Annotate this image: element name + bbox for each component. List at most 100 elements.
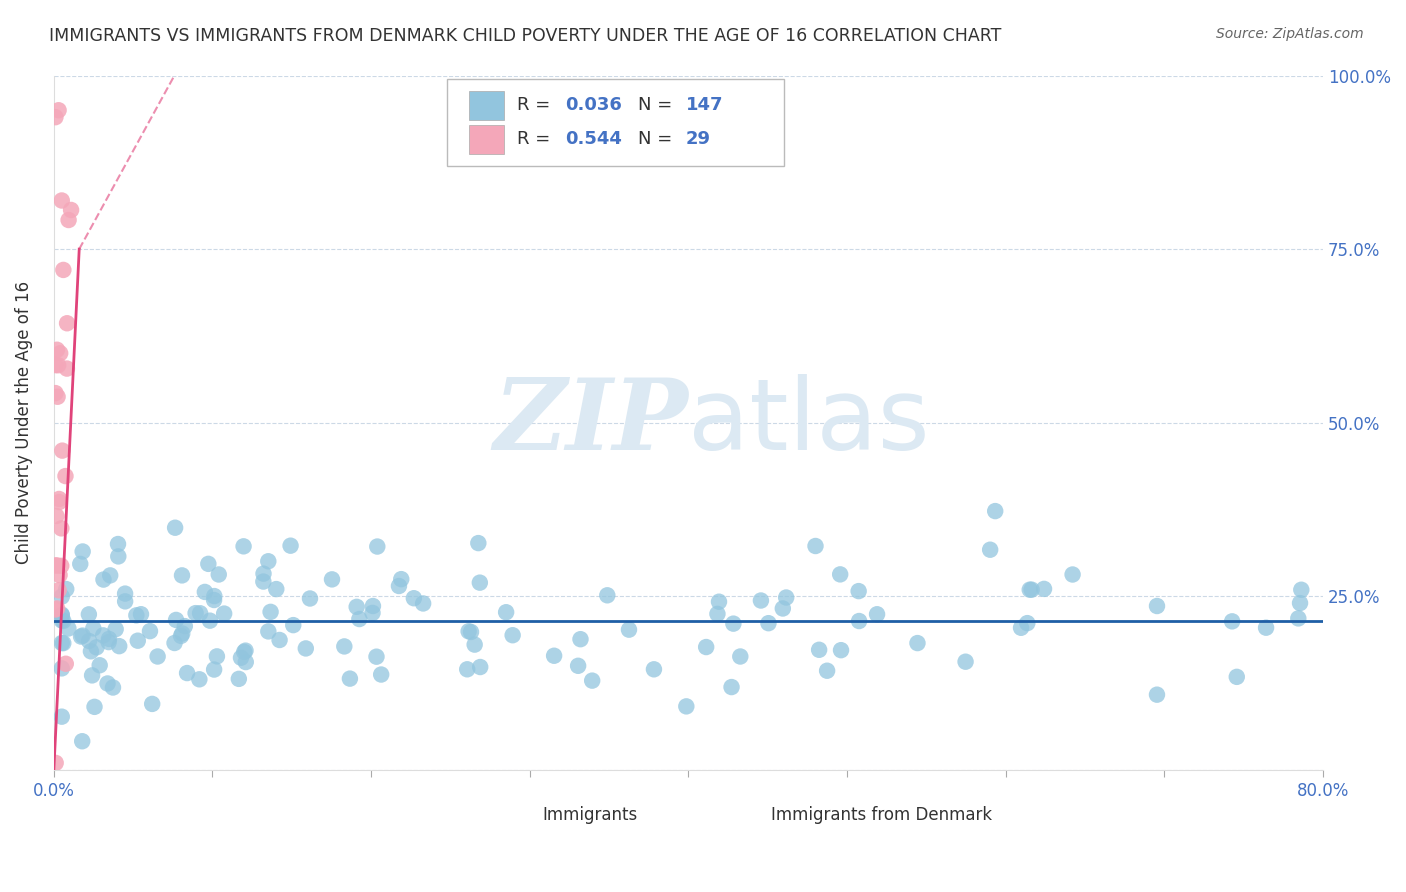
Point xyxy=(51,709,73,723)
Point xyxy=(51,558,73,573)
Point xyxy=(51,636,73,650)
Text: Immigrants from Denmark: Immigrants from Denmark xyxy=(770,806,993,824)
Point xyxy=(467,536,489,550)
Point xyxy=(44,110,66,124)
Point xyxy=(45,508,67,523)
Point xyxy=(51,661,73,675)
Point xyxy=(259,605,281,619)
Point xyxy=(44,358,66,372)
Point xyxy=(866,607,889,622)
Point xyxy=(51,590,73,604)
Point xyxy=(235,643,257,657)
Point xyxy=(70,630,93,644)
Point xyxy=(389,572,412,586)
Point xyxy=(58,622,80,636)
Text: 0.544: 0.544 xyxy=(565,130,623,148)
Point xyxy=(51,607,73,622)
Point xyxy=(1017,616,1039,631)
Point xyxy=(349,612,371,626)
Point xyxy=(955,655,977,669)
Text: N =: N = xyxy=(638,96,678,114)
Point xyxy=(96,676,118,690)
FancyBboxPatch shape xyxy=(468,125,505,154)
Point xyxy=(1286,611,1309,625)
Point xyxy=(198,614,221,628)
Text: Source: ZipAtlas.com: Source: ZipAtlas.com xyxy=(1216,27,1364,41)
Point xyxy=(197,557,219,571)
Point xyxy=(173,619,195,633)
Point xyxy=(1021,582,1043,597)
FancyBboxPatch shape xyxy=(447,79,783,166)
Point xyxy=(233,645,256,659)
Point xyxy=(464,638,486,652)
Point xyxy=(194,585,217,599)
Text: 0.036: 0.036 xyxy=(565,96,623,114)
Point xyxy=(125,608,148,623)
Point xyxy=(55,657,77,671)
Point xyxy=(44,386,66,401)
Point xyxy=(49,346,72,360)
Point xyxy=(1146,688,1168,702)
Point xyxy=(252,566,274,581)
Point xyxy=(830,567,852,582)
Point xyxy=(70,734,93,748)
FancyBboxPatch shape xyxy=(468,91,505,120)
Point xyxy=(48,103,70,118)
Text: 29: 29 xyxy=(686,130,711,148)
Point xyxy=(502,628,524,642)
Point xyxy=(235,655,257,669)
Point xyxy=(52,263,75,277)
Point xyxy=(460,624,482,639)
Text: 147: 147 xyxy=(686,96,724,114)
Point xyxy=(808,642,831,657)
Point xyxy=(1226,670,1249,684)
Point xyxy=(46,390,69,404)
Point xyxy=(56,316,79,330)
Point xyxy=(298,591,321,606)
Point xyxy=(675,699,697,714)
Point xyxy=(804,539,827,553)
Point xyxy=(129,607,152,622)
Point xyxy=(44,602,66,616)
Point xyxy=(104,622,127,636)
Point xyxy=(567,658,589,673)
Text: R =: R = xyxy=(517,130,557,148)
Point xyxy=(176,666,198,681)
Point xyxy=(283,618,305,632)
Point xyxy=(46,358,69,372)
Point xyxy=(60,202,83,217)
Point xyxy=(205,649,228,664)
Point xyxy=(202,663,225,677)
Y-axis label: Child Poverty Under the Age of 16: Child Poverty Under the Age of 16 xyxy=(15,281,32,565)
Point xyxy=(252,574,274,589)
Point xyxy=(107,549,129,564)
Point xyxy=(366,649,388,664)
Point xyxy=(984,504,1007,518)
Point xyxy=(907,636,929,650)
Point xyxy=(48,491,70,506)
Point xyxy=(1018,582,1040,597)
Point xyxy=(51,608,73,623)
Point xyxy=(412,597,434,611)
Point xyxy=(321,573,343,587)
Point xyxy=(188,607,211,621)
Point xyxy=(46,601,69,615)
Point xyxy=(163,636,186,650)
Point xyxy=(643,662,665,676)
Point xyxy=(51,194,73,208)
Point xyxy=(749,593,772,607)
Text: ZIP: ZIP xyxy=(494,375,689,471)
Point xyxy=(294,641,316,656)
Point xyxy=(596,588,619,602)
Point xyxy=(165,521,187,535)
Point xyxy=(72,544,94,558)
Text: atlas: atlas xyxy=(689,374,931,471)
Point xyxy=(232,539,254,553)
Point xyxy=(848,584,870,599)
Point xyxy=(706,607,728,621)
Point xyxy=(91,628,114,642)
Point xyxy=(48,583,70,598)
Point xyxy=(141,697,163,711)
Point xyxy=(346,599,368,614)
Point xyxy=(617,623,640,637)
